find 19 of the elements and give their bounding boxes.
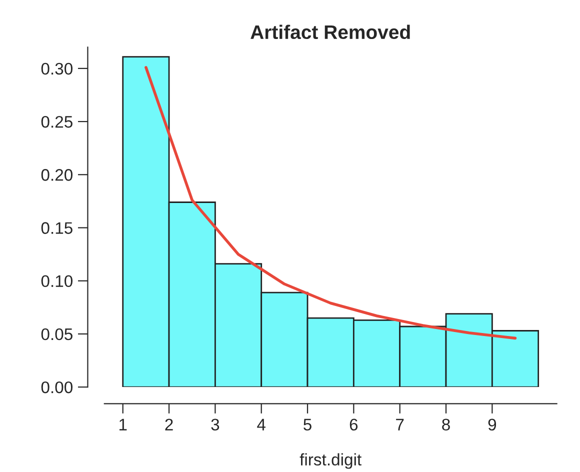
x-tick-label: 5 — [304, 418, 312, 431]
x-tick-label: 2 — [165, 418, 173, 430]
chart-title: Artifact Removed — [250, 24, 410, 40]
x-tick-label: 1 — [120, 418, 127, 430]
y-tick-label: 0.15 — [41, 222, 72, 234]
y-tick-label: 0.05 — [41, 328, 72, 340]
y-tick-label: 0.25 — [41, 116, 72, 128]
x-tick-label: 6 — [350, 418, 358, 431]
x-tick-label: 4 — [257, 418, 266, 430]
x-tick-label: 8 — [442, 418, 450, 431]
x-tick-label: 9 — [488, 418, 496, 431]
x-tick-label: 3 — [211, 418, 220, 431]
y-tick-label: 0.30 — [41, 62, 72, 75]
y-tick-label: 0.10 — [41, 275, 72, 288]
x-tick-label: 7 — [396, 418, 404, 430]
line-series — [144, 66, 517, 340]
x-axis-title: first.digit — [300, 453, 362, 469]
y-tick-label: 0.00 — [41, 381, 72, 394]
y-tick-label: 0.20 — [41, 169, 72, 181]
